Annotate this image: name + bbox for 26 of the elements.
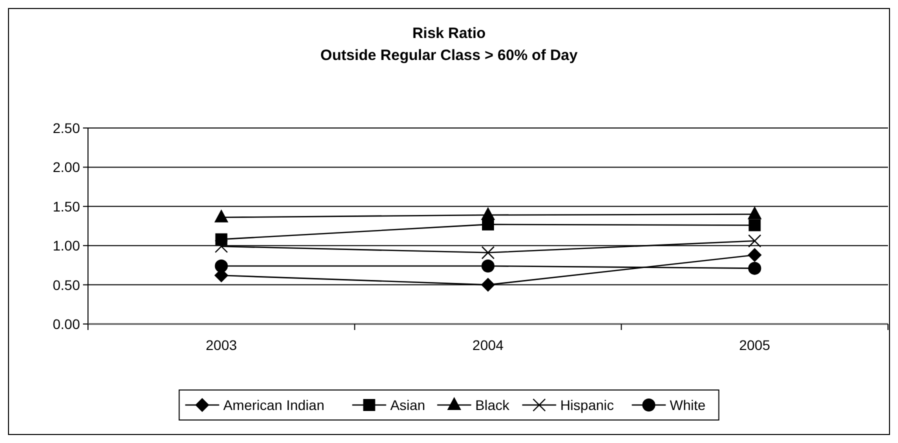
point — [748, 234, 762, 248]
y-tick-label: 2.50 — [52, 120, 80, 136]
point — [214, 209, 228, 222]
point — [481, 207, 495, 220]
x-tick-label: 2003 — [206, 337, 238, 353]
point — [481, 278, 495, 292]
legend-label: American Indian — [223, 397, 324, 413]
point — [748, 206, 762, 220]
point — [482, 259, 494, 272]
y-tick-label: 1.50 — [52, 198, 80, 214]
point — [214, 259, 228, 272]
legend-label: Hispanic — [560, 397, 614, 413]
y-tick-label: 1.00 — [52, 238, 80, 254]
chart-title: Risk Ratio Outside Regular Class > 60% of Day — [320, 25, 578, 64]
y-tick-label: 0.00 — [52, 316, 80, 332]
point — [748, 219, 761, 232]
legend-label: Asian — [390, 397, 426, 413]
x-tick-label: 2005 — [739, 337, 770, 353]
legend-label: Black — [475, 397, 510, 413]
y-tick-label: 2.00 — [52, 159, 80, 176]
legend-label: White — [670, 397, 706, 413]
point — [748, 248, 762, 262]
y-tick-label: 0.50 — [52, 276, 80, 293]
x-tick-label: 2004 — [472, 337, 504, 353]
point — [748, 262, 762, 275]
point — [481, 246, 495, 260]
